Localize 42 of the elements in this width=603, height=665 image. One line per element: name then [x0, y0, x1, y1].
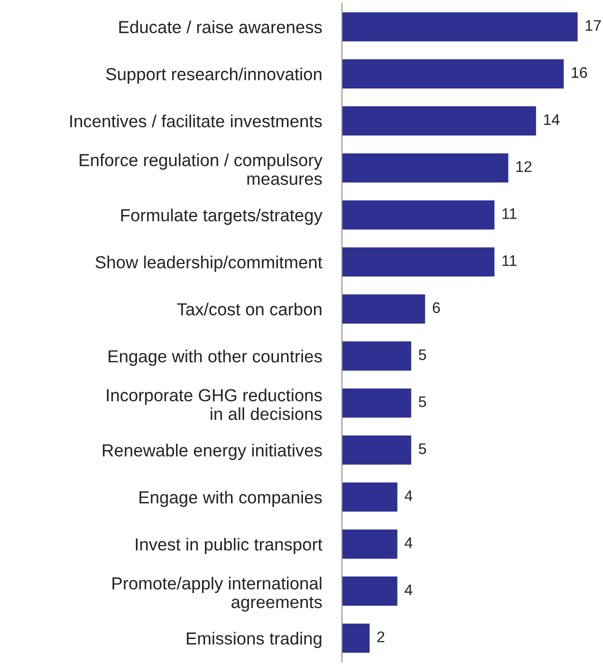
bar	[342, 341, 412, 371]
bar	[342, 482, 398, 512]
data-label: 11	[502, 208, 516, 219]
y-tick-label: Educate / raise awareness	[119, 20, 322, 34]
data-label: 6	[432, 302, 440, 314]
y-tick-label: Show leadership/commitment	[96, 256, 322, 272]
y-tick-label: Formulate targets/strategy	[121, 208, 322, 225]
y-tick-label: Emissions trading	[186, 632, 322, 648]
bar	[342, 106, 536, 136]
y-tick-label: Enforce regulation / compulsory measures	[80, 154, 322, 185]
data-label: 4	[404, 538, 412, 548]
data-label: 16	[572, 67, 588, 78]
bar	[342, 530, 398, 559]
data-label: 14	[544, 114, 560, 125]
bar	[342, 153, 508, 182]
y-tick-label: Engage with other countries	[108, 350, 322, 366]
y-tick-label: Incentives / facilitate investments	[70, 114, 322, 128]
y-tick-label: Incorporate GHG reductions in all decisions	[106, 388, 322, 420]
data-label: 4	[404, 584, 412, 596]
data-label: 4	[404, 490, 412, 502]
data-label: 2	[377, 631, 384, 642]
bar	[342, 576, 398, 606]
y-tick-label: Renewable energy initiatives	[102, 444, 322, 460]
y-tick-label: Invest in public transport	[136, 538, 322, 554]
data-label: 5	[418, 444, 426, 454]
bar	[342, 59, 564, 88]
data-label: 5	[418, 349, 426, 360]
y-tick-label: Tax/cost on carbon	[177, 302, 322, 316]
data-label: 11	[502, 255, 516, 266]
bar	[342, 294, 426, 324]
bar	[342, 12, 578, 42]
data-label: 12	[516, 161, 532, 172]
bar	[342, 200, 494, 230]
bar	[342, 388, 412, 418]
data-label: 5	[418, 396, 426, 408]
bar	[342, 247, 494, 277]
data-label: 17	[586, 20, 601, 31]
y-tick-label: Support research/innovation	[106, 68, 322, 84]
bar	[342, 435, 412, 465]
y-tick-label: Engage with companies	[140, 490, 322, 507]
bar	[342, 624, 370, 653]
y-tick-label: Promote/apply international agreements	[112, 576, 322, 612]
